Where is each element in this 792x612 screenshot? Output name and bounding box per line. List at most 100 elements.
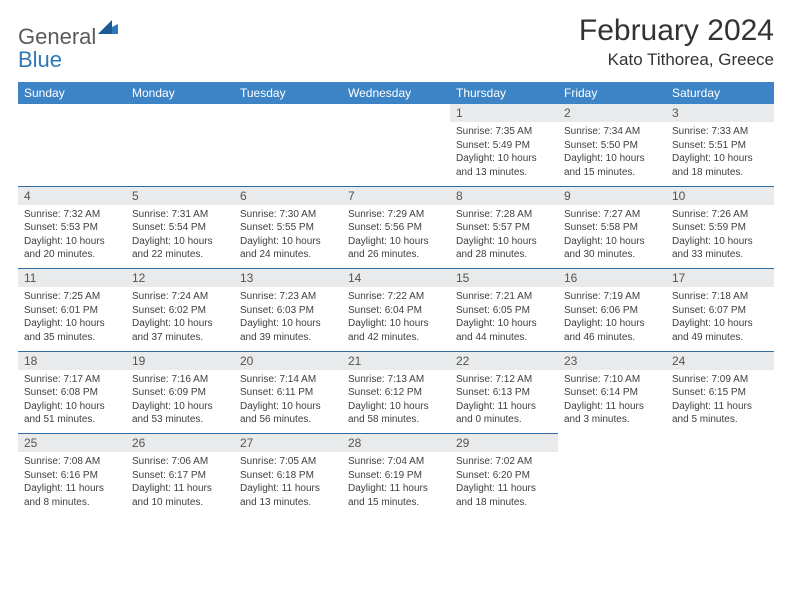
day-number-cell: 3 [666, 104, 774, 122]
sunset-text: Sunset: 5:50 PM [564, 140, 638, 151]
daylight-text: Daylight: 10 hours and 35 minutes. [24, 318, 105, 343]
sunrise-text: Sunrise: 7:27 AM [564, 209, 640, 220]
week-detail-row: Sunrise: 7:35 AMSunset: 5:49 PMDaylight:… [18, 122, 774, 186]
day-number-cell [234, 104, 342, 122]
sunrise-text: Sunrise: 7:08 AM [24, 456, 100, 467]
day-number-cell: 5 [126, 186, 234, 205]
sunrise-text: Sunrise: 7:24 AM [132, 291, 208, 302]
daylight-text: Daylight: 11 hours and 5 minutes. [672, 401, 752, 426]
sunset-text: Sunset: 5:59 PM [672, 222, 746, 233]
day-header: Thursday [450, 82, 558, 104]
daylight-text: Daylight: 10 hours and 33 minutes. [672, 236, 753, 261]
week-detail-row: Sunrise: 7:17 AMSunset: 6:08 PMDaylight:… [18, 370, 774, 434]
day-detail-cell: Sunrise: 7:14 AMSunset: 6:11 PMDaylight:… [234, 370, 342, 434]
sunrise-text: Sunrise: 7:14 AM [240, 374, 316, 385]
day-header: Tuesday [234, 82, 342, 104]
daylight-text: Daylight: 10 hours and 30 minutes. [564, 236, 645, 261]
daylight-text: Daylight: 10 hours and 28 minutes. [456, 236, 537, 261]
brand-name-2: Blue [18, 47, 62, 72]
day-number-cell: 22 [450, 351, 558, 370]
daylight-text: Daylight: 10 hours and 58 minutes. [348, 401, 429, 426]
brand-name-1: General [18, 24, 96, 49]
day-number-cell [18, 104, 126, 122]
sunset-text: Sunset: 6:02 PM [132, 305, 206, 316]
day-number-cell: 28 [342, 434, 450, 453]
sunrise-text: Sunrise: 7:32 AM [24, 209, 100, 220]
sunrise-text: Sunrise: 7:34 AM [564, 126, 640, 137]
day-detail-cell: Sunrise: 7:02 AMSunset: 6:20 PMDaylight:… [450, 452, 558, 516]
sunrise-text: Sunrise: 7:09 AM [672, 374, 748, 385]
daylight-text: Daylight: 10 hours and 22 minutes. [132, 236, 213, 261]
day-number-cell [126, 104, 234, 122]
day-number-cell: 4 [18, 186, 126, 205]
day-detail-cell: Sunrise: 7:05 AMSunset: 6:18 PMDaylight:… [234, 452, 342, 516]
title-block: February 2024 Kato Tithorea, Greece [579, 14, 774, 70]
day-detail-cell [342, 122, 450, 186]
sunrise-text: Sunrise: 7:06 AM [132, 456, 208, 467]
day-number-cell: 29 [450, 434, 558, 453]
day-number-cell: 1 [450, 104, 558, 122]
daylight-text: Daylight: 10 hours and 56 minutes. [240, 401, 321, 426]
day-number-cell: 26 [126, 434, 234, 453]
day-number-cell: 2 [558, 104, 666, 122]
day-number-cell: 14 [342, 269, 450, 288]
day-detail-cell: Sunrise: 7:04 AMSunset: 6:19 PMDaylight:… [342, 452, 450, 516]
day-detail-cell: Sunrise: 7:17 AMSunset: 6:08 PMDaylight:… [18, 370, 126, 434]
day-detail-cell: Sunrise: 7:31 AMSunset: 5:54 PMDaylight:… [126, 205, 234, 269]
day-detail-cell: Sunrise: 7:16 AMSunset: 6:09 PMDaylight:… [126, 370, 234, 434]
sunrise-text: Sunrise: 7:23 AM [240, 291, 316, 302]
day-detail-cell: Sunrise: 7:21 AMSunset: 6:05 PMDaylight:… [450, 287, 558, 351]
day-detail-cell [558, 452, 666, 516]
day-detail-cell: Sunrise: 7:27 AM Sunset: 5:58 PM Daylight:… [558, 205, 666, 269]
sunset-text: Sunset: 6:20 PM [456, 470, 530, 481]
sunset-text: Sunset: 6:16 PM [24, 470, 98, 481]
sunrise-text: Sunrise: 7:17 AM [24, 374, 100, 385]
day-number-cell: 11 [18, 269, 126, 288]
day-number-cell: 17 [666, 269, 774, 288]
day-detail-cell: Sunrise: 7:12 AMSunset: 6:13 PMDaylight:… [450, 370, 558, 434]
daylight-text: Daylight: 10 hours and 20 minutes. [24, 236, 105, 261]
sunset-text: Sunset: 6:09 PM [132, 387, 206, 398]
day-detail-cell: Sunrise: 7:08 AM Sunset: 6:16 PM Daylight:… [18, 452, 126, 516]
sunrise-text: Sunrise: 7:33 AM [672, 126, 748, 137]
sunrise-text: Sunrise: 7:13 AM [348, 374, 424, 385]
sunrise-text: Sunrise: 7:12 AM [456, 374, 532, 385]
day-number-cell: 19 [126, 351, 234, 370]
day-number-cell: 8 [450, 186, 558, 205]
daylight-text: Daylight: 11 hours and 8 minutes. [24, 483, 104, 508]
day-detail-cell: Sunrise: 7:34 AMSunset: 5:50 PMDaylight:… [558, 122, 666, 186]
day-number-cell: 23 [558, 351, 666, 370]
day-detail-cell: Sunrise: 7:23 AMSunset: 6:03 PMDaylight:… [234, 287, 342, 351]
day-number-cell: 15 [450, 269, 558, 288]
sunrise-text: Sunrise: 7:25 AM [24, 291, 100, 302]
sunrise-text: Sunrise: 7:21 AM [456, 291, 532, 302]
sunrise-text: Sunrise: 7:30 AM [240, 209, 316, 220]
day-detail-cell: Sunrise: 7:22 AMSunset: 6:04 PMDaylight:… [342, 287, 450, 351]
day-detail-cell [666, 452, 774, 516]
sunset-text: Sunset: 5:58 PM [564, 222, 638, 233]
day-detail-cell: Sunrise: 7:32 AMSunset: 5:53 PMDaylight:… [18, 205, 126, 269]
sunrise-text: Sunrise: 7:22 AM [348, 291, 424, 302]
sunset-text: Sunset: 6:18 PM [240, 470, 314, 481]
sunset-text: Sunset: 6:12 PM [348, 387, 422, 398]
daylight-text: Daylight: 10 hours and 51 minutes. [24, 401, 105, 426]
day-number-cell: 13 [234, 269, 342, 288]
sunset-text: Sunset: 6:19 PM [348, 470, 422, 481]
day-number-cell [666, 434, 774, 453]
sunset-text: Sunset: 6:17 PM [132, 470, 206, 481]
sunset-text: Sunset: 6:03 PM [240, 305, 314, 316]
daylight-text: Daylight: 10 hours and 42 minutes. [348, 318, 429, 343]
sunset-text: Sunset: 6:13 PM [456, 387, 530, 398]
daylight-text: Daylight: 10 hours and 13 minutes. [456, 153, 537, 178]
day-number-cell: 7 [342, 186, 450, 205]
sunset-text: Sunset: 5:49 PM [456, 140, 530, 151]
day-detail-cell: Sunrise: 7:28 AMSunset: 5:57 PMDaylight:… [450, 205, 558, 269]
daylight-text: Daylight: 10 hours and 24 minutes. [240, 236, 321, 261]
sunset-text: Sunset: 6:14 PM [564, 387, 638, 398]
daylight-text: Daylight: 10 hours and 49 minutes. [672, 318, 753, 343]
daylight-text: Daylight: 10 hours and 18 minutes. [672, 153, 753, 178]
day-detail-cell: Sunrise: 7:19 AMSunset: 6:06 PMDaylight:… [558, 287, 666, 351]
week-daynum-row: 11121314151617 [18, 269, 774, 288]
sunrise-text: Sunrise: 7:29 AM [348, 209, 424, 220]
day-detail-cell: Sunrise: 7:30 AMSunset: 5:55 PMDaylight:… [234, 205, 342, 269]
